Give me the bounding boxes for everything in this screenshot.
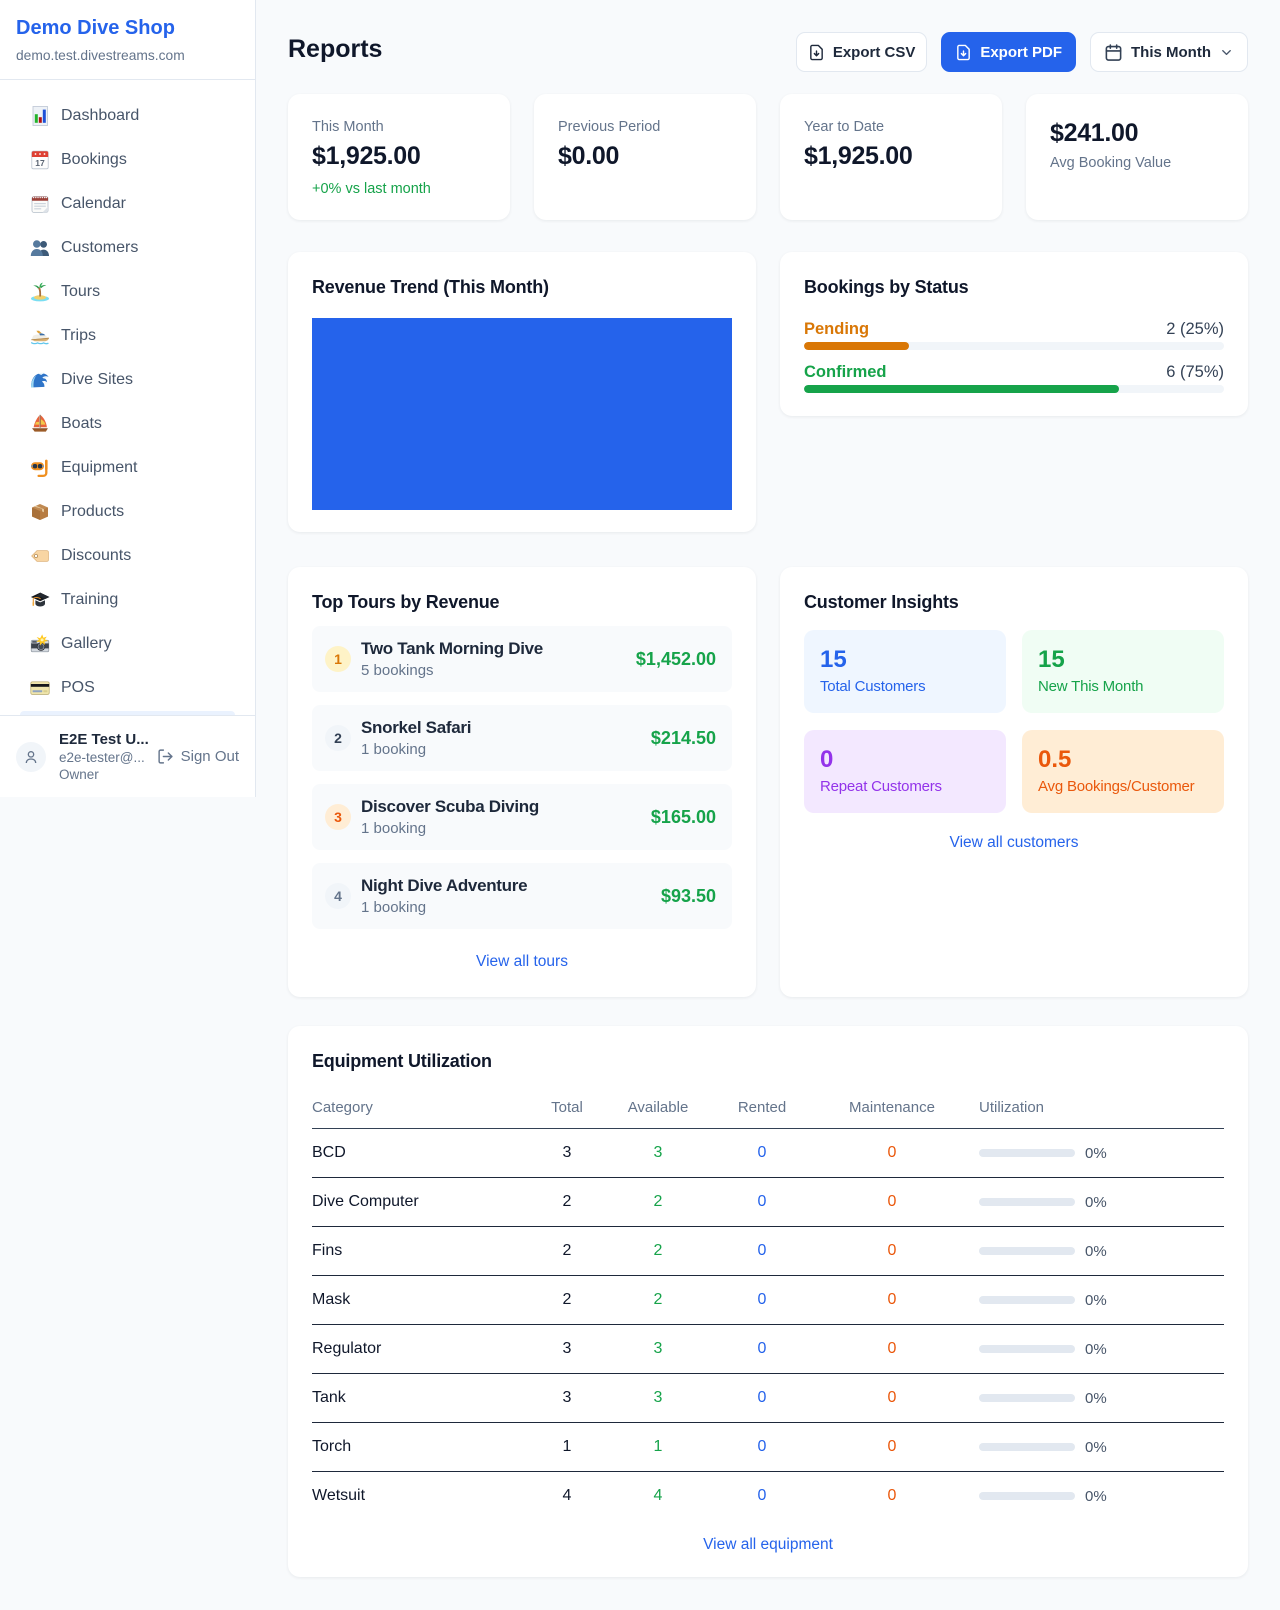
svg-text:17: 17 xyxy=(35,158,45,168)
